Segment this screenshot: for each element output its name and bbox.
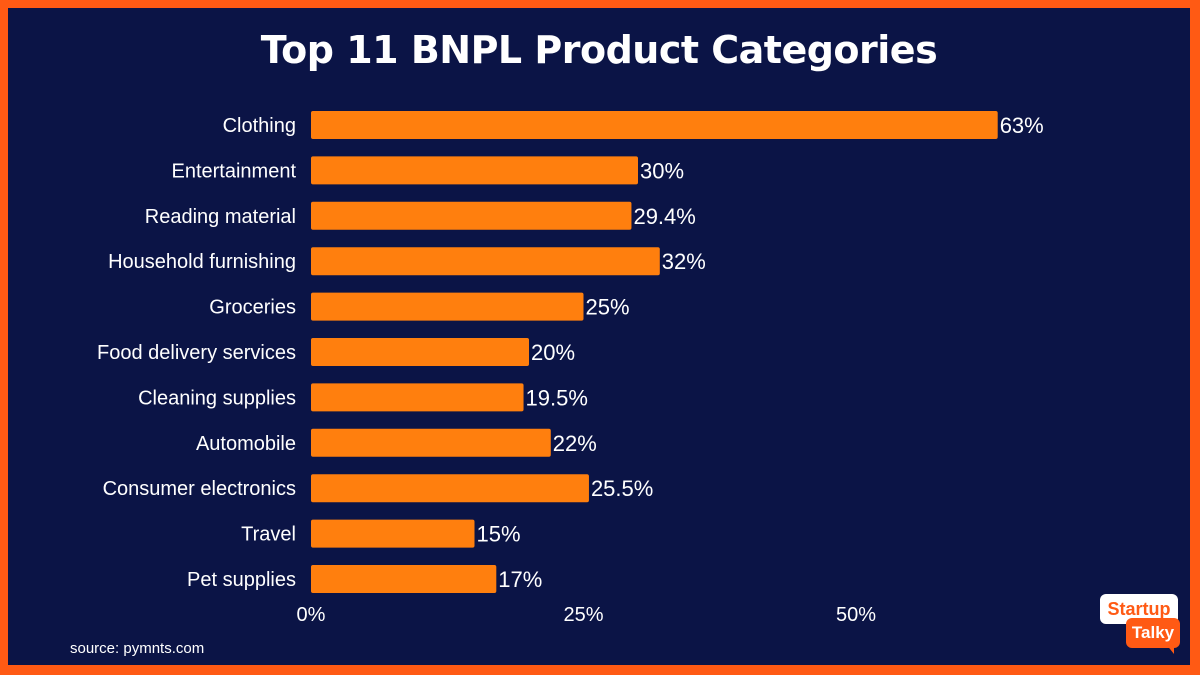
data-label: 63% [1000, 113, 1044, 138]
category-label: Travel [241, 524, 296, 546]
data-label: 22% [553, 431, 597, 456]
category-label: Household furnishing [108, 251, 296, 273]
data-label: 30% [640, 158, 684, 183]
logo-line-2: Talky [1126, 618, 1180, 648]
data-label: 19.5% [526, 385, 588, 410]
bar [311, 247, 660, 276]
x-tick-label: 25% [563, 604, 603, 626]
bar [311, 338, 529, 366]
data-label: 20% [531, 340, 575, 365]
bar [311, 565, 497, 593]
category-label: Cleaning supplies [138, 387, 296, 409]
category-label: Reading material [145, 206, 296, 228]
category-label: Groceries [209, 297, 296, 319]
source-note: source: pymnts.com [70, 640, 205, 657]
bar [311, 428, 551, 457]
category-label: Clothing [223, 115, 296, 137]
bar [311, 111, 998, 139]
category-label: Food delivery services [97, 342, 296, 364]
x-tick-label: 50% [836, 604, 876, 626]
data-label: 17% [498, 567, 542, 592]
startuptalky-logo: Startup Talky [1100, 594, 1180, 654]
category-label: Pet supplies [187, 569, 296, 591]
logo-tail [1166, 644, 1174, 654]
bar-chart: Clothing 63% Entertainment 30% Reading mater… [97, 111, 1149, 626]
data-label: 25% [586, 295, 630, 320]
bar [311, 156, 638, 185]
category-label: Consumer electronics [103, 478, 296, 500]
chart-frame: Top 11 BNPL Product Categories Clothing 6… [8, 8, 1190, 665]
bar [311, 519, 475, 548]
bar [311, 474, 589, 503]
x-tick-label: 0% [297, 604, 326, 626]
bar [311, 383, 524, 412]
chart-title: Top 11 BNPL Product Categories [260, 28, 938, 72]
data-label: 15% [477, 522, 521, 547]
category-label: Entertainment [171, 160, 296, 182]
data-label: 32% [662, 249, 706, 274]
data-label: 25.5% [591, 476, 653, 501]
bar [311, 201, 632, 230]
data-label: 29.4% [633, 204, 695, 229]
bar [311, 292, 584, 321]
category-label: Automobile [196, 433, 296, 455]
